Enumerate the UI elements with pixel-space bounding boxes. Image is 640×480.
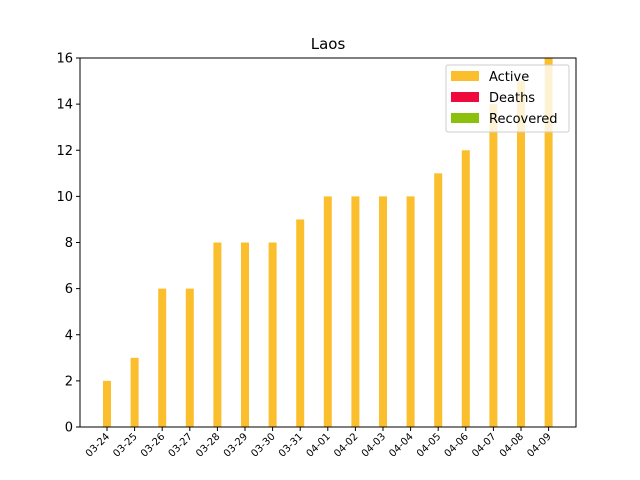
x-tick-label: 04-04 bbox=[387, 431, 415, 459]
x-tick-label: 03-24 bbox=[84, 431, 112, 459]
x-axis: 03-24 03-25 03-26 03-27 03-28 03-29 03-30 03-31… bbox=[84, 427, 554, 460]
x-tick-label: 03-31 bbox=[277, 431, 305, 459]
y-axis: 0 2 4 6 8 10 12 14 16 bbox=[56, 52, 80, 436]
legend-swatch-deaths bbox=[451, 92, 479, 102]
bar-active-04-07 bbox=[489, 104, 498, 427]
legend-label-recovered: Recovered bbox=[489, 112, 558, 127]
bar-active-03-25 bbox=[130, 357, 139, 427]
bar-active-04-05 bbox=[434, 173, 443, 427]
x-tick-label: 04-01 bbox=[305, 431, 333, 459]
bar-active-04-06 bbox=[461, 150, 470, 427]
y-tick-label: 14 bbox=[56, 98, 73, 113]
bar-active-03-24 bbox=[103, 380, 111, 427]
y-tick-label: 6 bbox=[65, 282, 73, 297]
bar-active-04-01 bbox=[323, 196, 332, 427]
x-tick-label: 03-30 bbox=[249, 431, 277, 459]
legend-swatch-active bbox=[451, 71, 479, 81]
x-tick-label: 04-07 bbox=[470, 431, 498, 459]
x-tick-label: 03-29 bbox=[222, 431, 250, 459]
y-tick-label: 10 bbox=[56, 190, 73, 205]
bar-active-04-02 bbox=[351, 196, 360, 427]
legend-label-active: Active bbox=[489, 70, 529, 85]
legend: Active Deaths Recovered bbox=[445, 64, 570, 133]
bar-active-04-03 bbox=[379, 196, 387, 427]
bar-active-03-31 bbox=[296, 219, 305, 427]
legend-swatch-recovered bbox=[451, 113, 479, 123]
bar-active-03-29 bbox=[241, 242, 249, 427]
bar-active-03-26 bbox=[158, 288, 167, 427]
y-tick-label: 16 bbox=[56, 52, 73, 67]
x-tick-label: 04-08 bbox=[498, 431, 526, 459]
y-tick-label: 4 bbox=[65, 328, 73, 343]
x-tick-label: 04-06 bbox=[443, 431, 471, 459]
bar-active-03-30 bbox=[268, 242, 277, 427]
x-tick-label: 04-02 bbox=[332, 431, 360, 459]
x-tick-label: 03-25 bbox=[111, 431, 139, 459]
y-tick-label: 2 bbox=[65, 374, 73, 389]
bar-active-04-09 bbox=[544, 58, 553, 427]
chart-title: Laos bbox=[311, 35, 346, 53]
x-tick-label: 04-05 bbox=[415, 431, 443, 459]
bars-layer bbox=[103, 58, 553, 427]
x-tick-label: 03-28 bbox=[194, 431, 222, 459]
y-tick-label: 0 bbox=[65, 421, 73, 436]
x-tick-label: 04-09 bbox=[525, 431, 553, 459]
bar-active-03-27 bbox=[185, 288, 194, 427]
bar-active-03-28 bbox=[213, 242, 222, 427]
bar-active-04-08 bbox=[517, 81, 525, 427]
x-tick-label: 03-27 bbox=[167, 431, 195, 459]
legend-label-deaths: Deaths bbox=[489, 91, 535, 106]
bar-active-04-04 bbox=[406, 196, 415, 427]
y-tick-label: 8 bbox=[65, 236, 73, 251]
x-tick-label: 04-03 bbox=[360, 431, 388, 459]
y-tick-label: 12 bbox=[56, 144, 73, 159]
x-tick-label: 03-26 bbox=[139, 431, 167, 459]
